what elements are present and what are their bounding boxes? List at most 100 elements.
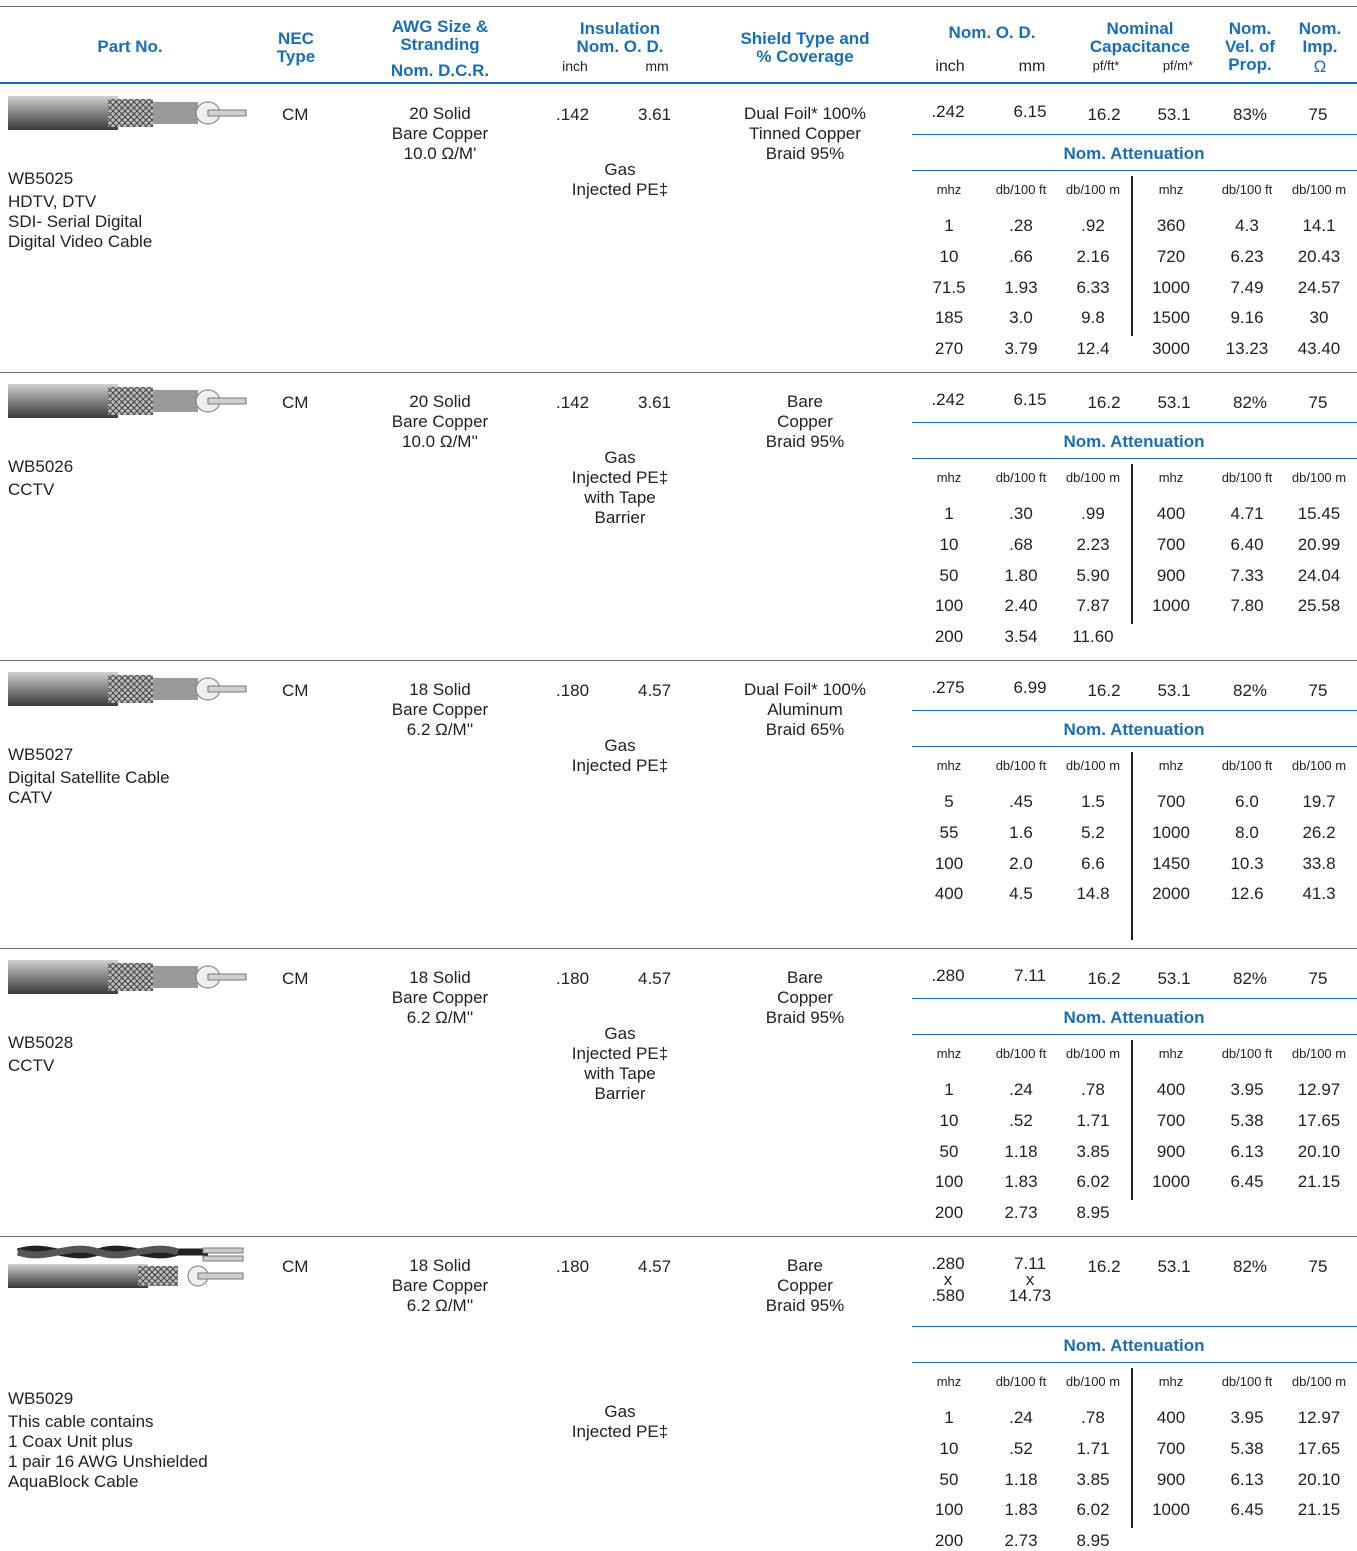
header-shield-2: % Coverage xyxy=(756,47,854,66)
attenuation-title: Nom. Attenuation xyxy=(1063,432,1205,451)
capacitance-ft: 16.2 xyxy=(1087,393,1121,412)
capacitance-ft: 16.2 xyxy=(1087,681,1121,700)
awg-stranding: 18 Solid Bare Copper 6.2 Ω/M'' xyxy=(391,1256,489,1315)
attenuation-rule-top xyxy=(912,1326,1357,1327)
attenuation-cell: 43.40 xyxy=(1297,339,1341,359)
attenuation-col-header: mhz xyxy=(936,758,962,773)
attenuation-cell: 6.45 xyxy=(1230,1172,1264,1192)
attenuation-cell: 12.97 xyxy=(1297,1080,1341,1099)
attenuation-cell: .45 xyxy=(1009,792,1033,811)
attenuation-cell: 3.95 xyxy=(1230,1408,1264,1427)
attenuation-cell: 200 xyxy=(934,627,964,647)
attenuation-col-header: db/100 ft xyxy=(1221,470,1273,485)
insulation-inch: .142 xyxy=(556,393,590,412)
impedance: 75 xyxy=(1308,681,1328,700)
attenuation-col-header: db/100 m xyxy=(1291,182,1347,197)
impedance: 75 xyxy=(1308,969,1328,988)
attenuation-col-header: db/100 ft xyxy=(1221,1046,1273,1061)
attenuation-col-header: db/100 ft xyxy=(1221,1374,1273,1389)
attenuation-col-header: db/100 m xyxy=(1291,1046,1347,1061)
capacitance-m: 53.1 xyxy=(1157,105,1191,124)
attenuation-cell: 19.7 xyxy=(1302,792,1336,811)
od-inch: .242 xyxy=(931,390,965,409)
attenuation-cell: 7.80 xyxy=(1230,596,1264,616)
attenuation-cell: 1000 xyxy=(1152,1172,1190,1192)
attenuation-cell: 6.23 xyxy=(1230,246,1264,266)
attenuation-cell: 6.0 xyxy=(1235,792,1259,811)
od-mm: 7.11 xyxy=(1014,966,1046,985)
header-insulation-2: Nom. O. D. xyxy=(576,37,664,56)
od-mm: 6.15 xyxy=(1013,390,1047,409)
attenuation-cell: 200 xyxy=(934,1531,964,1551)
nec-type: CM xyxy=(282,681,309,700)
insulation-mm: 4.57 xyxy=(638,969,672,988)
attenuation-divider xyxy=(1131,464,1133,624)
attenuation-cell: 900 xyxy=(1156,1469,1186,1489)
attenuation-cell: 1 xyxy=(944,504,954,523)
attenuation-cell: 30 xyxy=(1309,308,1329,328)
insulation-inch: .142 xyxy=(556,105,590,124)
top-rule xyxy=(0,6,1357,7)
attenuation-cell: 1.18 xyxy=(1004,1141,1038,1161)
attenuation-cell: 900 xyxy=(1156,565,1186,585)
header-vop-2: Vel. of xyxy=(1224,37,1276,56)
od-mm: 7.11 x 14.73 xyxy=(1008,1254,1052,1305)
insulation-mm: 4.57 xyxy=(638,1257,672,1276)
table-row: WB5028 CCTV CM 18 Solid Bare Copper 6.2 Ω/M… xyxy=(0,954,1357,1242)
attenuation-col-header: mhz xyxy=(936,470,962,485)
attenuation-cell: .28 xyxy=(1009,216,1033,235)
row-separator xyxy=(0,660,1357,661)
attenuation-col-header: mhz xyxy=(1158,1374,1184,1389)
velocity-of-propagation: 82% xyxy=(1232,969,1268,988)
part-description: This cable contains 1 Coax Unit plus 1 p… xyxy=(8,1412,208,1491)
attenuation-cell: 20.43 xyxy=(1297,246,1341,266)
header-imp-3: Ω xyxy=(1313,57,1327,76)
header-od-mm: mm xyxy=(1018,58,1046,75)
attenuation-cell: 5 xyxy=(944,792,954,811)
insulation-type: Gas Injected PE‡ with Tape Barrier xyxy=(571,1024,669,1103)
attenuation-cell: 20.99 xyxy=(1297,534,1341,554)
part-number: WB5026 xyxy=(8,457,74,476)
attenuation-divider xyxy=(1131,176,1133,336)
attenuation-cell: 400 xyxy=(1156,1408,1186,1427)
part-number: WB5025 xyxy=(8,169,74,188)
insulation-mm: 3.61 xyxy=(638,105,672,124)
attenuation-cell: 8.95 xyxy=(1076,1531,1110,1551)
attenuation-cell: .52 xyxy=(1009,1110,1033,1130)
capacitance-ft: 16.2 xyxy=(1087,1257,1121,1276)
header-nom-od: Nom. O. D. xyxy=(948,23,1036,42)
attenuation-col-header: db/100 ft xyxy=(1221,182,1273,197)
header-insulation-inch: inch xyxy=(562,58,588,74)
header-awg-3: Nom. D.C.R. xyxy=(390,61,490,80)
attenuation-cell: 6.40 xyxy=(1230,534,1264,554)
attenuation-cell: 55 xyxy=(939,822,959,842)
attenuation-cell: 10 xyxy=(939,534,959,554)
attenuation-cell: 900 xyxy=(1156,1141,1186,1161)
attenuation-col-header: db/100 m xyxy=(1291,1374,1347,1389)
attenuation-cell: 1 xyxy=(944,1408,954,1427)
attenuation-col-header: mhz xyxy=(1158,758,1184,773)
attenuation-cell: 2.16 xyxy=(1076,246,1110,266)
header-insulation-1: Insulation xyxy=(579,19,661,38)
attenuation-cell: 6.45 xyxy=(1230,1500,1264,1520)
attenuation-cell: 3.95 xyxy=(1230,1080,1264,1099)
attenuation-cell: 1.83 xyxy=(1004,1172,1038,1192)
attenuation-rule-bottom xyxy=(912,458,1357,459)
attenuation-col-header: db/100 m xyxy=(1065,182,1121,197)
attenuation-cell: 700 xyxy=(1156,792,1186,811)
attenuation-cell: 2.73 xyxy=(1004,1203,1038,1223)
attenuation-cell: 7.49 xyxy=(1230,277,1264,297)
velocity-of-propagation: 82% xyxy=(1232,1257,1268,1276)
attenuation-title: Nom. Attenuation xyxy=(1063,720,1205,739)
attenuation-cell: 10 xyxy=(939,246,959,266)
attenuation-cell: 1.71 xyxy=(1076,1438,1110,1458)
part-description: HDTV, DTV SDI- Serial Digital Digital Vi… xyxy=(8,192,153,251)
attenuation-cell: .30 xyxy=(1009,504,1033,523)
attenuation-cell: 6.02 xyxy=(1076,1500,1110,1520)
attenuation-cell: 11.60 xyxy=(1072,627,1114,647)
attenuation-rule-bottom xyxy=(912,746,1357,747)
attenuation-col-header: mhz xyxy=(936,182,962,197)
header-capacitance-1: Nominal xyxy=(1106,19,1174,38)
header-vop-1: Nom. xyxy=(1228,19,1272,38)
attenuation-cell: 5.90 xyxy=(1076,565,1110,585)
